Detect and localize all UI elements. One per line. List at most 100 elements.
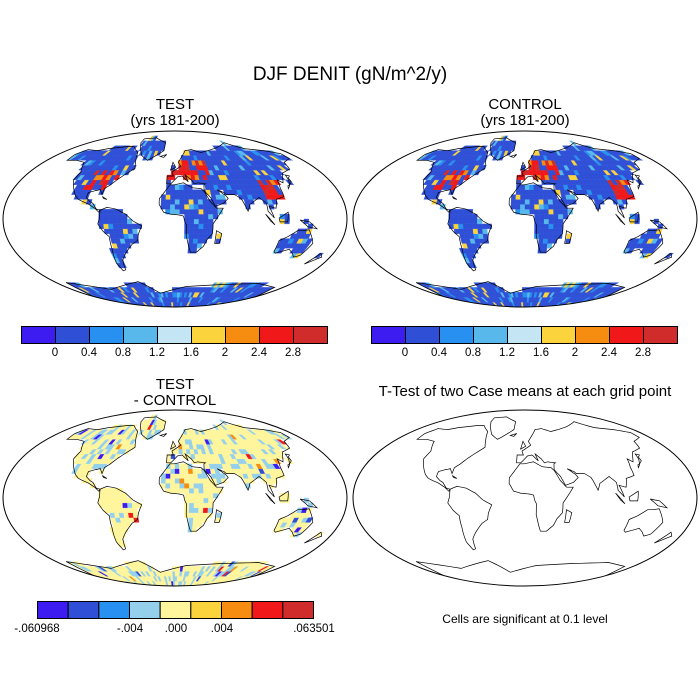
grid-cell: [482, 228, 488, 234]
grid-cell: [207, 488, 214, 494]
panel-title-test: TEST (yrs 181-200): [75, 97, 275, 129]
grid-cell: [112, 492, 118, 499]
grid-cell: [193, 483, 199, 489]
grid-cell: [188, 204, 195, 210]
map-test: [2, 130, 348, 308]
grid-cell: [179, 473, 185, 479]
grid-cell: [183, 194, 189, 200]
colorbar-swatch: [98, 601, 131, 619]
grid-cell: [132, 228, 138, 234]
grid-cell: [188, 194, 194, 200]
grid-cell: [284, 213, 290, 220]
grid-cell: [174, 478, 180, 484]
grid-cell: [529, 189, 535, 195]
grid-cell: [202, 228, 209, 234]
grid-cell: [192, 238, 199, 244]
grid-cell: [463, 228, 470, 234]
grid-cell: [183, 189, 189, 195]
grid-cell: [453, 209, 459, 215]
map-background: [353, 131, 697, 307]
coastline: [634, 174, 642, 190]
grid-cell: [184, 213, 190, 220]
coastline: [447, 485, 493, 551]
grid-cell: [467, 223, 474, 229]
coastline: [304, 531, 323, 544]
grid-cell: [132, 512, 139, 518]
colorbar-labels-control: 0 0.4 0.8 1.2 1.6 2 2.4 2.8: [371, 347, 678, 363]
grid-cell: [117, 218, 123, 225]
grid-cell: [480, 145, 488, 151]
grid-cell: [522, 292, 526, 298]
grid-cell: [132, 233, 139, 239]
grid-cell: [189, 223, 195, 229]
grid-cell: [183, 463, 189, 469]
coastline: [516, 142, 641, 219]
grid-cell: [529, 184, 534, 190]
coastline: [415, 281, 626, 307]
grid-cell: [174, 463, 180, 469]
colorbar-swatch: [371, 326, 406, 344]
grid-cell: [552, 199, 558, 205]
grid-cell: [552, 204, 559, 210]
colorbar-tick-label: -.060968: [14, 623, 60, 635]
grid-cell: [174, 189, 180, 195]
grid-cell: [198, 488, 204, 494]
coastline: [284, 174, 292, 190]
colorbar-tick-label: 1.6: [183, 347, 199, 359]
coastline: [140, 137, 167, 161]
colorbar-labels-test: 0 0.4 0.8 1.2 1.6 2 2.4 2.8: [21, 347, 328, 363]
grid-cell: [122, 497, 128, 504]
grid-cell: [85, 478, 93, 484]
grid-cell: [629, 218, 636, 225]
grid-cell: [131, 502, 138, 508]
coastline: [66, 146, 139, 213]
colorbar-tick-label: .004: [210, 623, 234, 635]
grid-cell: [192, 522, 198, 528]
grid-cell: [108, 507, 115, 513]
grid-cell: [172, 297, 176, 303]
grid-cell: [122, 502, 128, 508]
grid-cell: [203, 502, 209, 508]
coastline: [97, 206, 143, 272]
grid-cell: [553, 209, 559, 215]
coastline: [516, 421, 641, 498]
colorbar-tick-label: .000: [164, 623, 188, 635]
grid-cell: [543, 213, 550, 220]
grid-cell: [188, 199, 194, 205]
grid-cell: [546, 189, 553, 195]
grid-cell: [557, 223, 564, 229]
grid-cell: [455, 301, 469, 307]
grid-cell: [510, 199, 516, 205]
grid-cell: [202, 233, 208, 239]
coastline: [615, 492, 626, 505]
grid-cell: [520, 209, 526, 215]
grid-cell: [196, 522, 203, 528]
grid-cell: [305, 238, 314, 244]
grid-cell: [170, 478, 176, 484]
coastline: [166, 142, 291, 219]
grid-cell: [196, 189, 203, 195]
grid-cell: [107, 497, 114, 504]
grid-cell: [179, 463, 184, 469]
grid-cell: [481, 223, 488, 229]
colorbar-tick-label: 0.8: [465, 347, 481, 359]
grid-cell: [453, 223, 459, 229]
colorbar-test: [21, 326, 328, 344]
grid-cell: [169, 292, 173, 298]
colorbar-swatch: [21, 326, 56, 344]
grid-cell: [542, 189, 548, 195]
grid-cell: [192, 468, 198, 474]
colorbar-swatch: [89, 326, 124, 344]
grid-cell: [184, 209, 190, 215]
grid-cell: [557, 209, 564, 215]
grid-cell: [174, 473, 180, 479]
grid-cell: [208, 497, 214, 504]
grid-cell: [543, 233, 549, 239]
grid-cell: [170, 488, 176, 494]
colorbar-swatch: [575, 326, 610, 344]
grid-cell: [524, 169, 530, 176]
grid-cell: [524, 199, 530, 205]
grid-cell: [231, 580, 245, 586]
coastline: [564, 509, 573, 523]
coastline: [654, 252, 673, 265]
